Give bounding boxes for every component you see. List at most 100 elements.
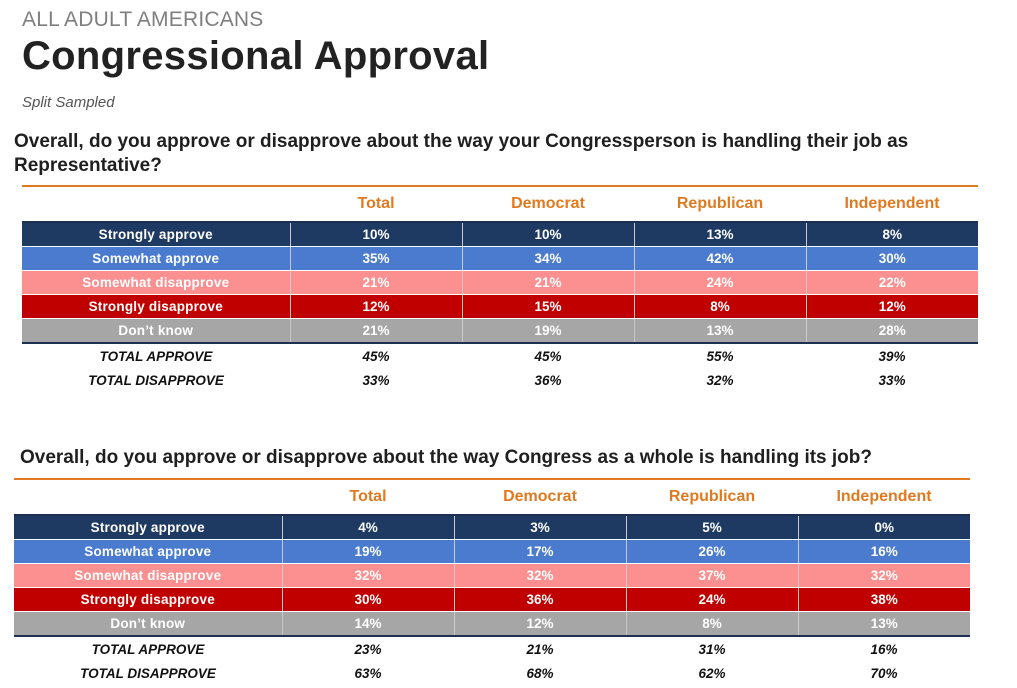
question-congressperson: Overall, do you approve or disapprove ab… (14, 131, 909, 176)
cell-republican: 24% (625, 587, 798, 612)
cell-independent: 13% (797, 611, 970, 637)
table-row-strongly-approve: Strongly approve 4% 3% 5% 0% (14, 514, 970, 540)
cell-independent: 16% (870, 641, 898, 657)
question-congress-whole: Overall, do you approve or disapprove ab… (20, 447, 873, 468)
cell-democrat: 36% (534, 372, 562, 388)
column-header-total: Total (357, 195, 395, 212)
cell-democrat: 45% (534, 348, 562, 364)
cell-democrat: 17% (453, 539, 626, 564)
row-label: Strongly disapprove (22, 294, 290, 319)
cell-independent: 39% (878, 348, 906, 364)
cell-total: 32% (281, 563, 454, 588)
column-header-democrat: Democrat (503, 488, 577, 505)
cell-democrat: 19% (461, 318, 634, 344)
cell-total: 21% (289, 318, 462, 344)
row-label: Don’t know (14, 611, 282, 637)
cell-total: 10% (289, 221, 462, 247)
cell-republican: 32% (706, 372, 734, 388)
table-row-dont-know: Don’t know 14% 12% 8% 13% (14, 611, 970, 637)
cell-total: 21% (289, 270, 462, 295)
cell-total: 45% (362, 348, 390, 364)
row-label: Strongly disapprove (14, 587, 282, 612)
page-subtitle: Split Sampled (22, 94, 115, 111)
cell-total: 35% (289, 246, 462, 271)
row-label: Somewhat disapprove (22, 270, 290, 295)
row-label: Strongly approve (22, 221, 290, 247)
cell-republican: 13% (633, 221, 806, 247)
cell-democrat: 36% (453, 587, 626, 612)
row-label: TOTAL DISAPPROVE (88, 372, 224, 388)
results-table-congress-whole: Total Democrat Republican Independent St… (14, 484, 970, 685)
question-divider (14, 478, 970, 480)
cell-total: 63% (354, 665, 382, 681)
cell-total: 30% (281, 587, 454, 612)
cell-independent: 30% (805, 246, 978, 271)
cell-democrat: 32% (453, 563, 626, 588)
cell-republican: 62% (698, 665, 726, 681)
cell-democrat: 68% (526, 665, 554, 681)
cell-republican: 31% (698, 641, 726, 657)
table-row-strongly-disapprove: Strongly disapprove 30% 36% 24% 38% (14, 587, 970, 612)
cell-republican: 8% (633, 294, 806, 319)
row-label: Strongly approve (14, 514, 282, 540)
row-label: Don’t know (22, 318, 290, 344)
column-header-total: Total (349, 488, 387, 505)
cell-independent: 33% (878, 372, 906, 388)
cell-democrat: 34% (461, 246, 634, 271)
row-label: TOTAL APPROVE (91, 641, 205, 657)
table-row-somewhat-disapprove: Somewhat disapprove 21% 21% 24% 22% (22, 270, 978, 295)
cell-total: 19% (281, 539, 454, 564)
cell-independent: 22% (805, 270, 978, 295)
row-label: Somewhat approve (22, 246, 290, 271)
table-row-total-approve: TOTAL APPROVE 45% 45% 55% 39% (22, 343, 978, 368)
row-label: Somewhat approve (14, 539, 282, 564)
column-header-republican: Republican (668, 488, 756, 505)
cell-republican: 55% (706, 348, 734, 364)
cell-independent: 8% (805, 221, 978, 247)
question-divider (22, 185, 978, 187)
row-label: Somewhat disapprove (14, 563, 282, 588)
cell-independent: 38% (797, 587, 970, 612)
cell-total: 33% (362, 372, 390, 388)
cell-total: 12% (289, 294, 462, 319)
table-row-somewhat-approve: Somewhat approve 19% 17% 26% 16% (14, 539, 970, 564)
results-table-congressperson: Total Democrat Republican Independent St… (22, 191, 978, 392)
cell-democrat: 21% (526, 641, 554, 657)
cell-republican: 8% (625, 611, 798, 637)
table-row-total-disapprove: TOTAL DISAPPROVE 33% 36% 32% 33% (22, 368, 978, 392)
table-row-somewhat-disapprove: Somewhat disapprove 32% 32% 37% 32% (14, 563, 970, 588)
column-header-blank (22, 191, 290, 217)
table-row-somewhat-approve: Somewhat approve 35% 34% 42% 30% (22, 246, 978, 271)
cell-republican: 42% (633, 246, 806, 271)
column-header-independent: Independent (844, 195, 940, 212)
row-label: TOTAL DISAPPROVE (80, 665, 216, 681)
cell-republican: 37% (625, 563, 798, 588)
table-row-total-disapprove: TOTAL DISAPPROVE 63% 68% 62% 70% (14, 661, 970, 685)
cell-total: 23% (354, 641, 382, 657)
column-header-republican: Republican (676, 195, 764, 212)
cell-republican: 13% (633, 318, 806, 344)
cell-independent: 16% (797, 539, 970, 564)
row-label: TOTAL APPROVE (99, 348, 213, 364)
cell-total: 14% (281, 611, 454, 637)
cell-republican: 26% (625, 539, 798, 564)
cell-independent: 0% (797, 514, 970, 540)
cell-democrat: 15% (461, 294, 634, 319)
cell-independent: 32% (797, 563, 970, 588)
cell-republican: 24% (633, 270, 806, 295)
column-header-blank (14, 484, 282, 510)
cell-independent: 70% (870, 665, 898, 681)
cell-democrat: 12% (453, 611, 626, 637)
cell-total: 4% (281, 514, 454, 540)
cell-democrat: 3% (453, 514, 626, 540)
column-header-independent: Independent (836, 488, 932, 505)
cell-democrat: 21% (461, 270, 634, 295)
table-row-strongly-disapprove: Strongly disapprove 12% 15% 8% 12% (22, 294, 978, 319)
cell-democrat: 10% (461, 221, 634, 247)
cell-independent: 28% (805, 318, 978, 344)
cell-republican: 5% (625, 514, 798, 540)
page-title: Congressional Approval (22, 34, 490, 78)
section-kicker: ALL ADULT AMERICANS (22, 8, 264, 31)
table-row-dont-know: Don’t know 21% 19% 13% 28% (22, 318, 978, 344)
table-row-strongly-approve: Strongly approve 10% 10% 13% 8% (22, 221, 978, 247)
